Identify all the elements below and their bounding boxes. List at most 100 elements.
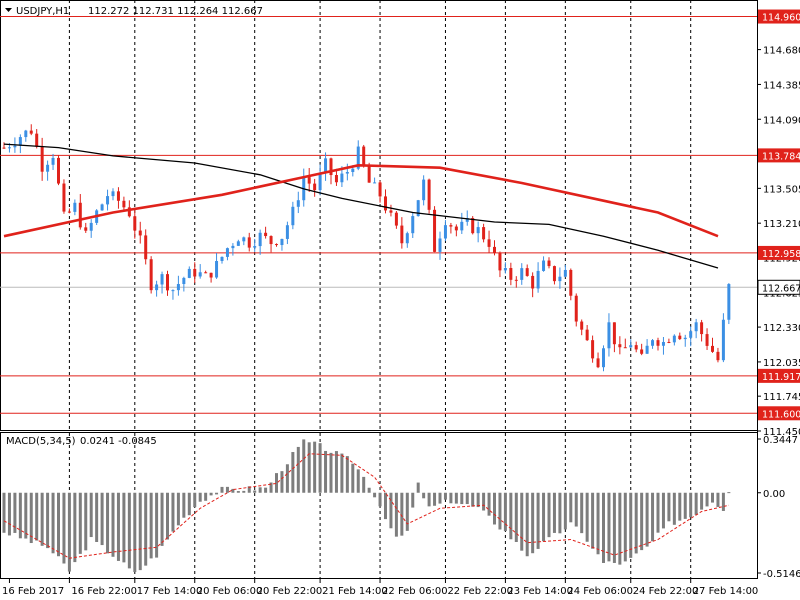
candle-body xyxy=(329,158,333,176)
time-tick-label: 16 Feb 2017 xyxy=(2,586,64,597)
macd-bar xyxy=(547,492,551,538)
candle-body xyxy=(487,239,491,247)
macd-bar xyxy=(563,492,567,530)
macd-bar xyxy=(596,492,600,555)
candle-body xyxy=(324,158,328,174)
macd-bar xyxy=(215,492,219,495)
price-tick-label: 112.330 xyxy=(763,323,800,334)
candle-body xyxy=(73,202,77,212)
candle-body xyxy=(634,345,638,350)
macd-bar xyxy=(634,492,638,554)
candle-body xyxy=(416,200,420,217)
macd-bar xyxy=(465,492,469,505)
macd-bar xyxy=(400,492,404,536)
macd-bar xyxy=(683,492,687,519)
candle-body xyxy=(405,233,409,244)
macd-tick-label: 0.3447 xyxy=(763,435,798,446)
macd-bar xyxy=(411,492,415,508)
level-tag xyxy=(758,406,800,421)
candle-body xyxy=(84,227,88,231)
candle-body xyxy=(204,272,208,274)
candle-body xyxy=(427,179,431,210)
candle-body xyxy=(667,341,671,343)
macd-bar xyxy=(13,492,17,533)
candle-body xyxy=(127,207,131,217)
candle-body xyxy=(580,321,584,330)
candle-body xyxy=(133,216,137,231)
macd-bar xyxy=(51,492,55,554)
macd-bar xyxy=(225,486,229,493)
macd-bar xyxy=(520,492,524,551)
macd-bar xyxy=(727,492,731,494)
time-tick-label: 22 Feb 06:00 xyxy=(382,586,448,597)
candle-body xyxy=(182,277,186,285)
candle-body xyxy=(400,225,404,244)
macd-bar xyxy=(711,492,714,503)
macd-bar xyxy=(122,492,126,563)
candle-body xyxy=(563,269,567,277)
candle-body xyxy=(155,284,159,291)
candle-body xyxy=(394,212,398,226)
candle-body xyxy=(433,209,437,252)
candle-body xyxy=(144,235,148,260)
candle-body xyxy=(514,279,518,281)
candle-body xyxy=(269,236,273,245)
candle-body xyxy=(509,267,513,280)
price-tick-label: 114.385 xyxy=(763,80,800,91)
candle-body xyxy=(721,319,725,361)
macd-bar xyxy=(329,452,333,493)
macd-bar xyxy=(721,492,725,511)
macd-bar xyxy=(258,487,262,493)
macd-bar xyxy=(106,492,110,554)
collapse-triangle-icon[interactable] xyxy=(5,8,12,12)
macd-bar xyxy=(389,492,393,529)
candle-body xyxy=(111,191,115,197)
macd-bar xyxy=(694,492,698,515)
macd-bar xyxy=(384,492,387,520)
macd-bar xyxy=(525,492,529,557)
macd-bar xyxy=(40,492,44,546)
candle-body xyxy=(716,351,720,361)
candle-body xyxy=(220,256,224,261)
macd-bar xyxy=(487,492,491,516)
macd-bar xyxy=(362,476,366,493)
candle-body xyxy=(275,244,278,246)
macd-bar xyxy=(198,492,202,502)
macd-bar xyxy=(291,452,295,493)
macd-bar xyxy=(531,492,535,554)
candle-body xyxy=(585,329,589,341)
candle-body xyxy=(78,202,82,228)
candle-body xyxy=(264,232,268,237)
macd-bar xyxy=(471,492,475,507)
candle-body xyxy=(67,211,71,213)
macd-bar xyxy=(482,492,486,511)
macd-bar xyxy=(116,492,120,561)
candle-body xyxy=(236,241,240,246)
candle-body xyxy=(100,204,104,211)
macd-bar xyxy=(552,492,556,533)
macd-bar xyxy=(672,492,676,525)
candle-body xyxy=(612,322,616,345)
level-tag-label: 113.784 xyxy=(762,151,800,162)
macd-bar xyxy=(193,492,197,508)
macd-bar xyxy=(536,492,540,549)
candle-body xyxy=(106,196,110,205)
candle-body xyxy=(231,245,235,249)
candle-body xyxy=(531,275,535,289)
candle-body xyxy=(166,274,169,291)
candle-body xyxy=(307,177,311,184)
candle-body xyxy=(209,272,213,278)
candle-body xyxy=(602,348,605,368)
macd-bar xyxy=(569,492,573,523)
macd-bar xyxy=(313,441,317,493)
level-tag-label: 111.917 xyxy=(762,372,800,383)
candle-body xyxy=(596,358,600,368)
candle-body xyxy=(187,268,191,278)
macd-bar xyxy=(176,492,180,526)
level-tag-label: 112.958 xyxy=(762,249,800,260)
macd-bar xyxy=(422,492,426,499)
macd-bar xyxy=(700,492,704,510)
level-tag-label: 114.960 xyxy=(762,13,800,24)
candle-body xyxy=(24,130,28,138)
candle-body xyxy=(138,230,142,236)
